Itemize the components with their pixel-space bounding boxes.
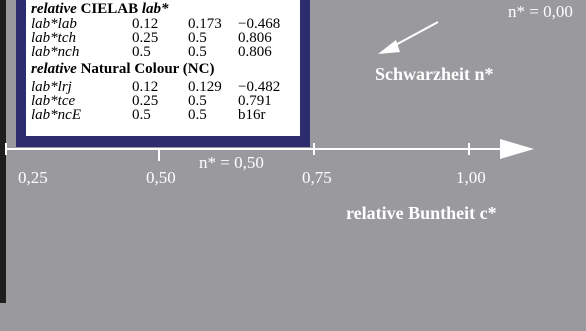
cielab-row: lab*tch 0.25 0.5 0.806 — [26, 30, 300, 46]
row-value: 0.129 — [188, 79, 222, 95]
cielab-title: CIELAB — [80, 1, 139, 17]
row-label: lab*lrj — [31, 79, 72, 95]
nc-heading: relative Natural Colour (NC) — [31, 61, 215, 77]
axis-tick — [313, 143, 315, 155]
row-value: −0.482 — [238, 79, 281, 95]
n-top-label: n* = 0,00 — [508, 2, 573, 21]
axis-tick — [5, 143, 7, 155]
pointer-arrow-icon — [378, 21, 439, 54]
row-value: 0.25 — [132, 93, 159, 109]
row-value: b16r — [238, 107, 266, 123]
x-axis-line — [5, 148, 520, 150]
cielab-row: lab*lab 0.12 0.173 −0.468 — [26, 16, 300, 32]
row-value: 0.12 — [132, 79, 159, 95]
tick-label: 0,50 — [146, 168, 176, 187]
row-value: 0.173 — [188, 16, 222, 32]
row-value: 0.5 — [132, 44, 151, 60]
legend-table: relative CIELAB lab* lab*lab 0.12 0.173 … — [26, 0, 300, 136]
cielab-heading: relative CIELAB lab* — [31, 1, 169, 17]
nc-title: Natural Colour (NC) — [80, 61, 215, 77]
nc-prefix: relative — [31, 61, 77, 77]
schwarzheit-label: Schwarzheit n* — [375, 64, 494, 84]
x-axis-arrow-icon — [500, 139, 534, 159]
left-dark-strip — [0, 0, 6, 303]
row-label: lab*lab — [31, 16, 77, 32]
row-value: 0.806 — [238, 30, 272, 46]
row-value: 0.5 — [188, 44, 207, 60]
row-value: 0.791 — [238, 93, 272, 109]
n-mid-label: n* = 0,50 — [199, 153, 264, 172]
row-value: 0.25 — [132, 30, 159, 46]
row-value: 0.5 — [188, 107, 207, 123]
row-label: lab*nch — [31, 44, 80, 60]
nc-row: lab*tce 0.25 0.5 0.791 — [26, 93, 300, 109]
row-value: 0.5 — [188, 93, 207, 109]
tick-label: 0,25 — [18, 168, 48, 187]
tick-label: 0,75 — [302, 168, 332, 187]
legend-table-frame: relative CIELAB lab* lab*lab 0.12 0.173 … — [16, 0, 310, 147]
row-value: 0.806 — [238, 44, 272, 60]
row-value: −0.468 — [238, 16, 281, 32]
row-value: 0.5 — [188, 30, 207, 46]
cielab-title-italic: lab* — [141, 1, 169, 17]
row-label: lab*tch — [31, 30, 76, 46]
nc-row: lab*ncE 0.5 0.5 b16r — [26, 107, 300, 123]
buntheit-label: relative Buntheit c* — [346, 203, 497, 223]
row-value: 0.12 — [132, 16, 159, 32]
tick-label: 1,00 — [456, 168, 486, 187]
axis-tick — [158, 149, 160, 161]
row-value: 0.5 — [132, 107, 151, 123]
row-label: lab*tce — [31, 93, 76, 109]
axis-tick — [468, 143, 470, 155]
row-label: lab*ncE — [31, 107, 81, 123]
nc-row: lab*lrj 0.12 0.129 −0.482 — [26, 79, 300, 95]
cielab-row: lab*nch 0.5 0.5 0.806 — [26, 44, 300, 60]
cielab-prefix: relative — [31, 1, 77, 17]
